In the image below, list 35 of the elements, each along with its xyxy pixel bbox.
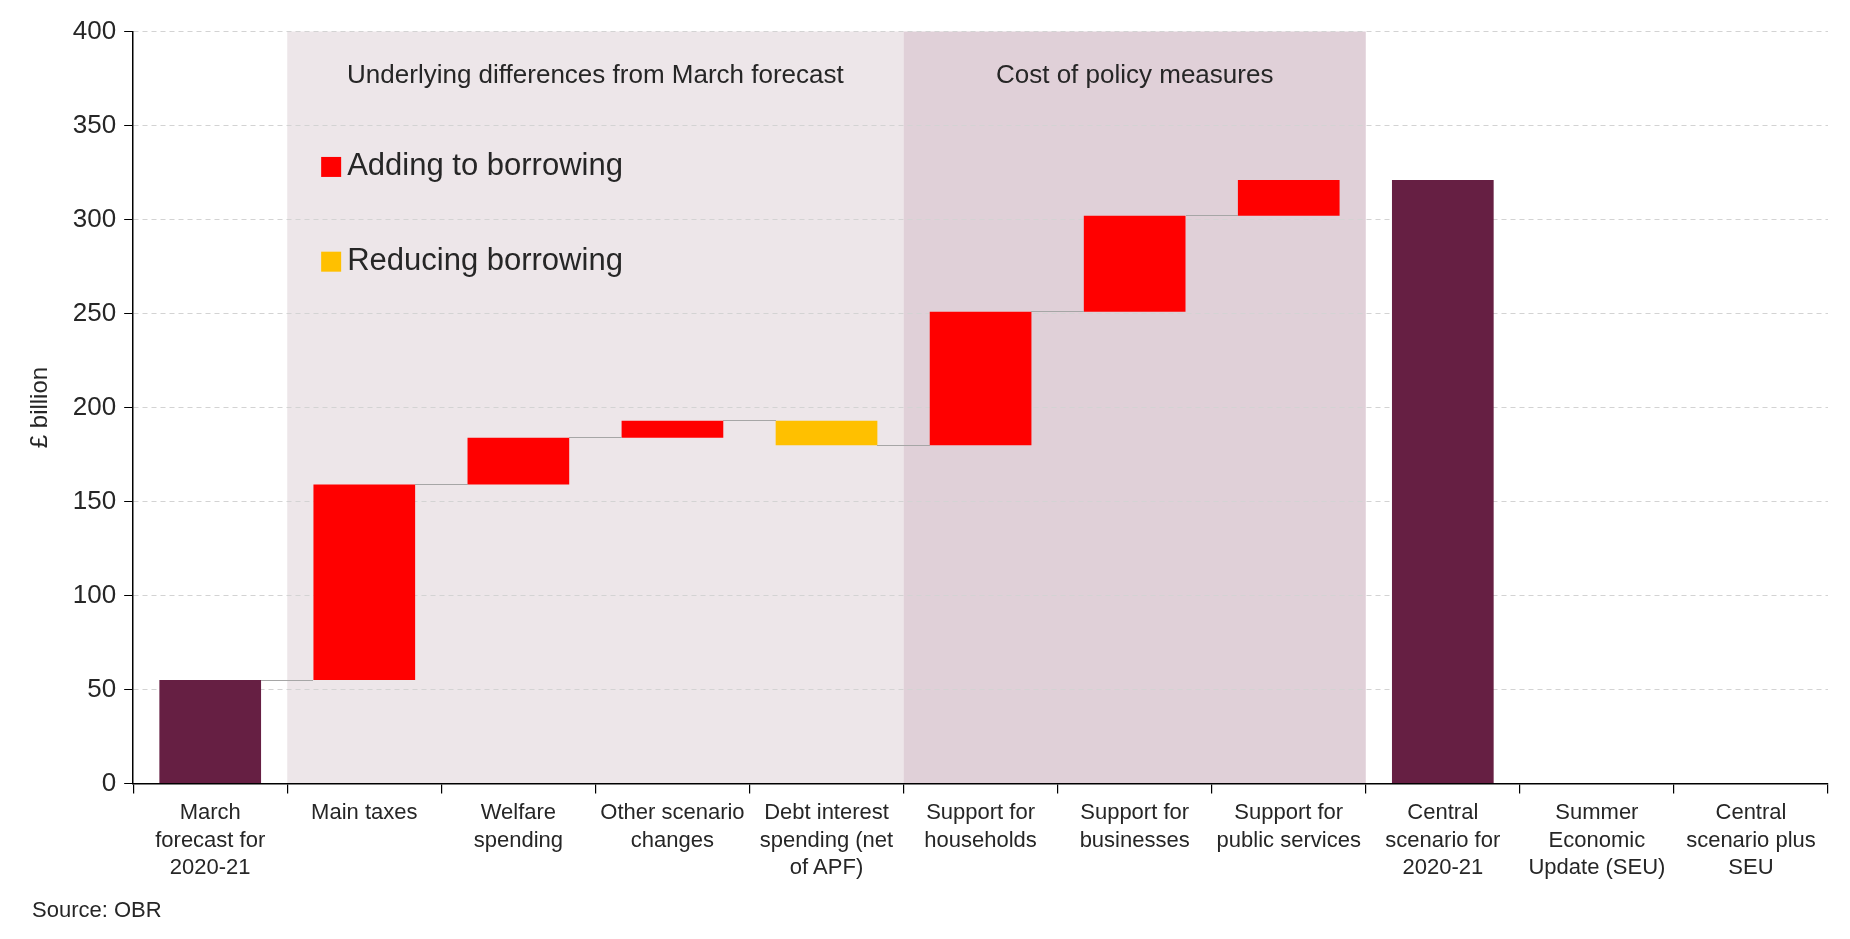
y-tick-label: 300 <box>72 202 117 233</box>
legend-label: Adding to borrowing <box>347 147 623 183</box>
x-tick-label: Central scenario for 2020-21 <box>1385 799 1501 880</box>
y-tick-label: 350 <box>72 108 117 139</box>
bar <box>1237 180 1340 216</box>
bar <box>467 437 570 485</box>
y-axis-title: £ billion <box>25 366 53 449</box>
y-tick-label: 400 <box>72 14 117 45</box>
bar <box>313 484 416 681</box>
band-label: Cost of policy measures <box>995 58 1274 89</box>
y-tick-label: 250 <box>72 296 117 327</box>
y-tick-label: 200 <box>72 390 117 421</box>
y-tick-label: 0 <box>101 766 117 797</box>
x-tick-label: Support for households <box>924 799 1037 852</box>
x-tick-label: March forecast for 2020-21 <box>155 799 266 880</box>
x-tick-label: Central scenario plus SEU <box>1686 799 1816 880</box>
bar <box>775 420 878 446</box>
x-tick-label: Main taxes <box>311 799 418 825</box>
bar <box>1083 215 1186 312</box>
bar <box>929 311 1032 446</box>
x-tick-label: Support for businesses <box>1079 799 1190 852</box>
y-tick-label: 100 <box>72 578 117 609</box>
band-label: Underlying differences from March forecast <box>347 58 845 89</box>
bar <box>621 420 724 438</box>
y-tick-label: 50 <box>87 672 117 703</box>
x-tick-label: Debt interest spending (net of APF) <box>759 799 894 880</box>
x-tick-label: Welfare spending <box>473 799 564 852</box>
x-tick-label: Summer Economic Update (SEU) <box>1528 799 1666 880</box>
x-tick-label: Other scenario changes <box>600 799 745 852</box>
x-tick-label: Support for public services <box>1216 799 1361 852</box>
y-tick-label: 150 <box>72 484 117 515</box>
source-note: Source: OBR <box>32 897 162 923</box>
bar <box>159 680 262 783</box>
legend-label: Reducing borrowing <box>347 242 623 278</box>
bar <box>1391 180 1494 783</box>
